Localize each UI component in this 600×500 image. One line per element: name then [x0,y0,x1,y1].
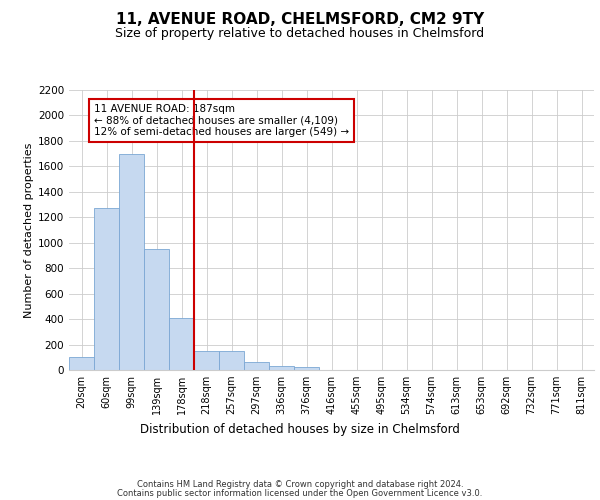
Bar [294,367,319,370]
Bar [144,249,169,370]
Text: Contains HM Land Registry data © Crown copyright and database right 2024.: Contains HM Land Registry data © Crown c… [137,480,463,489]
Text: Size of property relative to detached houses in Chelmsford: Size of property relative to detached ho… [115,28,485,40]
Text: 11, AVENUE ROAD, CHELMSFORD, CM2 9TY: 11, AVENUE ROAD, CHELMSFORD, CM2 9TY [116,12,484,28]
Bar [119,154,144,370]
Bar [244,362,269,370]
Bar [194,351,219,370]
Bar [219,351,244,370]
Bar [269,366,294,370]
Text: Contains public sector information licensed under the Open Government Licence v3: Contains public sector information licen… [118,489,482,498]
Bar [69,358,94,370]
Y-axis label: Number of detached properties: Number of detached properties [24,142,34,318]
Bar [94,208,119,370]
Bar [169,318,194,370]
Text: 11 AVENUE ROAD: 187sqm
← 88% of detached houses are smaller (4,109)
12% of semi-: 11 AVENUE ROAD: 187sqm ← 88% of detached… [94,104,349,137]
Text: Distribution of detached houses by size in Chelmsford: Distribution of detached houses by size … [140,422,460,436]
